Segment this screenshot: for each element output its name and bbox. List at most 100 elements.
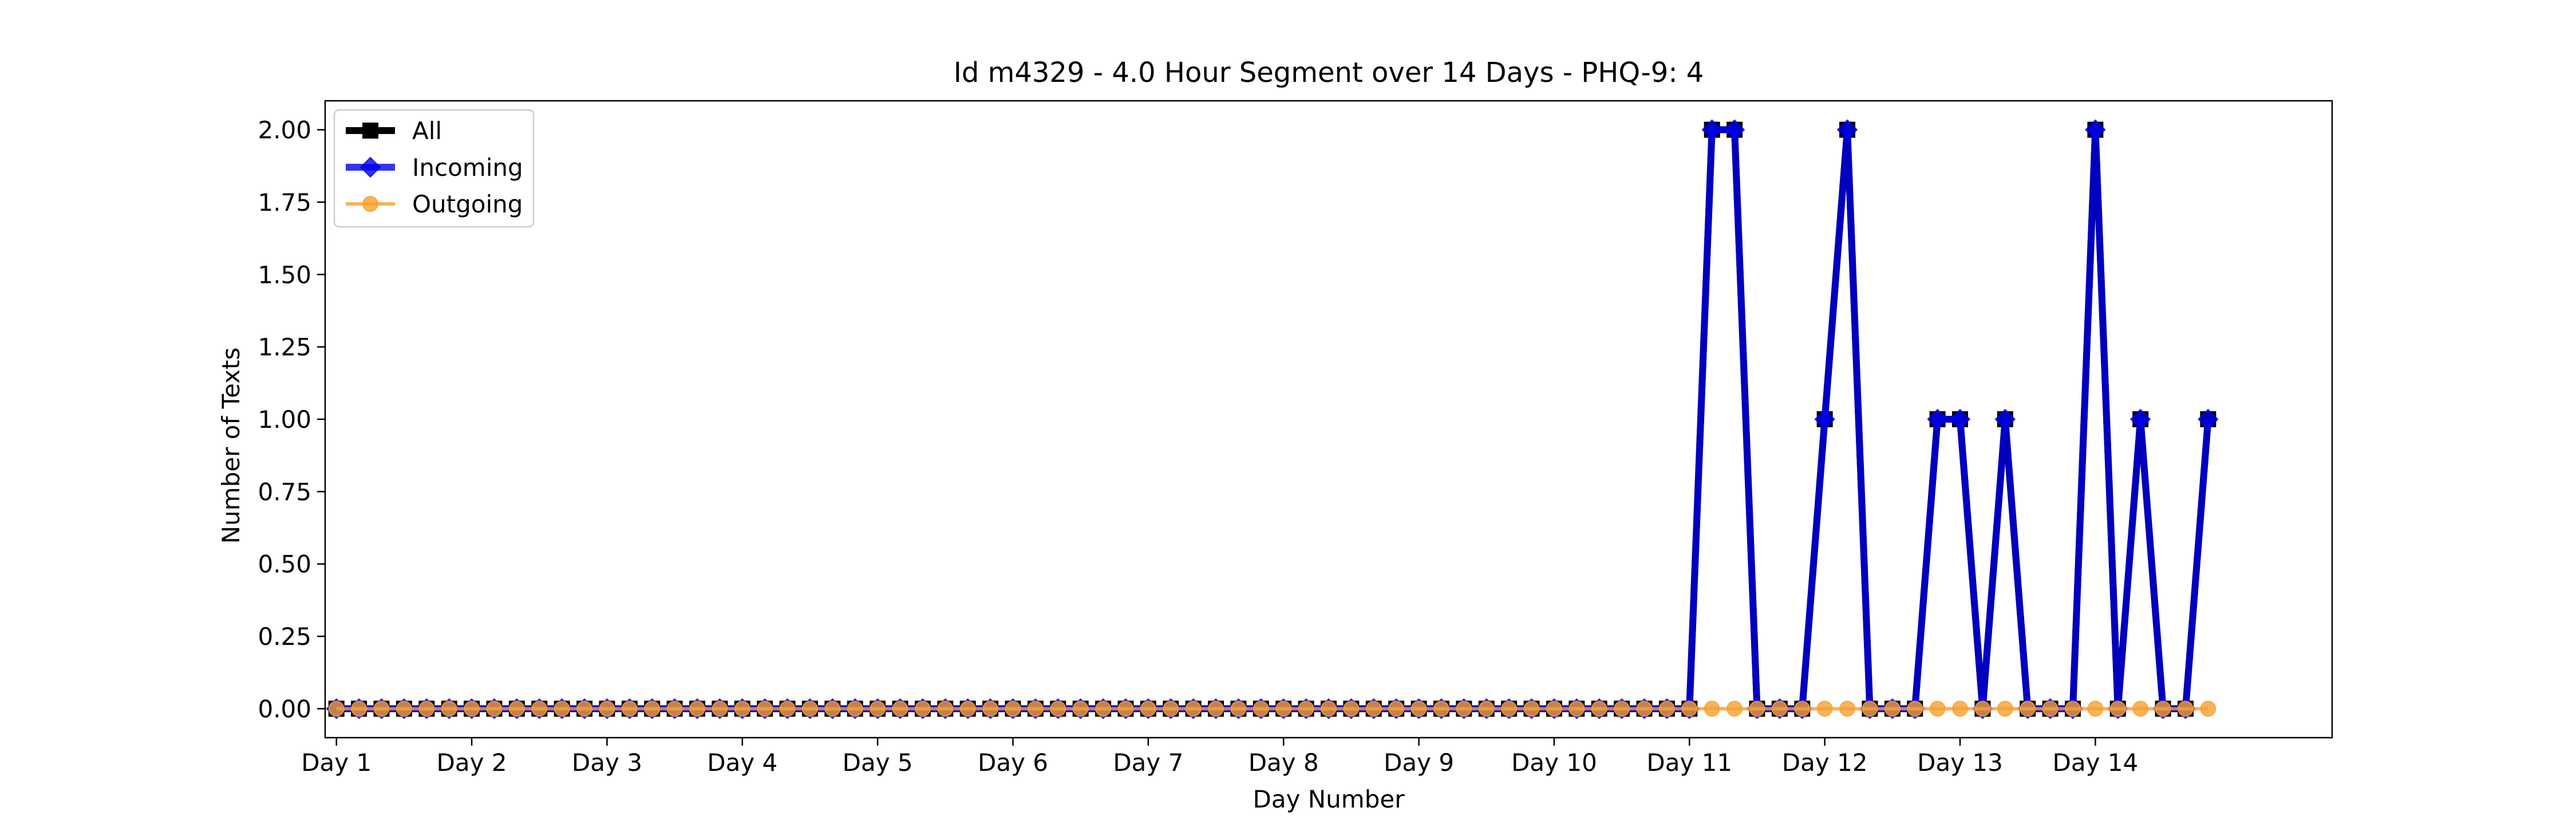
data-point-outgoing [1952, 700, 1969, 717]
data-point-outgoing [689, 700, 705, 717]
data-point-outgoing [959, 700, 976, 717]
x-axis-label: Day Number [1253, 785, 1405, 813]
x-tick-label: Day 10 [1511, 749, 1597, 777]
data-point-outgoing [1614, 700, 1630, 717]
data-point-outgoing [1343, 700, 1360, 717]
data-point-outgoing [418, 700, 435, 717]
data-point-outgoing [1072, 700, 1089, 717]
data-point-outgoing [621, 700, 638, 717]
data-point-outgoing [1321, 700, 1337, 717]
data-point-outgoing [1163, 700, 1179, 717]
data-point-outgoing [1117, 700, 1134, 717]
data-point-outgoing [2109, 700, 2126, 717]
data-point-outgoing [1388, 700, 1405, 717]
data-point-outgoing [1365, 700, 1382, 717]
data-point-outgoing [2042, 700, 2059, 717]
data-point-outgoing [1478, 700, 1495, 717]
x-tick-label: Day 11 [1646, 749, 1732, 777]
data-point-outgoing [1005, 700, 1021, 717]
legend: All Incoming Outgoing [333, 109, 535, 228]
data-point-outgoing [1636, 700, 1653, 717]
data-point-outgoing [1591, 700, 1607, 717]
data-point-outgoing [1546, 700, 1562, 717]
x-tick-label: Day 14 [2053, 749, 2139, 777]
y-tick-label: 0.75 [258, 478, 311, 506]
data-point-incoming [1701, 119, 1722, 140]
y-tick-label: 0.50 [258, 550, 311, 578]
data-point-outgoing [1704, 700, 1720, 717]
data-point-outgoing [2020, 700, 2036, 717]
y-tick-label: 1.25 [258, 333, 311, 361]
axes-frame [324, 100, 2333, 739]
data-point-incoming [2085, 119, 2106, 140]
data-point-outgoing [1884, 700, 1901, 717]
x-tick-label: Day 12 [1782, 749, 1868, 777]
y-axis-label: Number of Texts [217, 348, 245, 544]
y-tick-label: 1.75 [258, 188, 311, 216]
data-point-incoming [2198, 408, 2219, 430]
data-point-outgoing [1456, 700, 1472, 717]
data-point-outgoing [1208, 700, 1224, 717]
data-point-outgoing [1862, 700, 1878, 717]
data-point-outgoing [1929, 700, 1946, 717]
legend-marker [362, 196, 378, 212]
series-outgoing [328, 700, 2217, 717]
data-point-outgoing [1907, 700, 1923, 717]
x-tick-label: Day 9 [1384, 749, 1454, 777]
data-point-outgoing [508, 700, 525, 717]
x-tick-label: Day 1 [301, 749, 372, 777]
legend-label: Outgoing [412, 190, 523, 218]
y-tick-label: 1.50 [258, 261, 311, 289]
data-point-outgoing [1816, 700, 1833, 717]
data-point-outgoing [373, 700, 390, 717]
data-point-outgoing [1140, 700, 1156, 717]
data-point-outgoing [1298, 700, 1314, 717]
data-point-outgoing [1749, 700, 1765, 717]
data-point-outgoing [1185, 700, 1202, 717]
legend-label: All [412, 117, 442, 145]
legend-marker [362, 123, 378, 139]
y-tick-label: 1.00 [258, 405, 311, 434]
data-point-outgoing [441, 700, 457, 717]
data-point-outgoing [554, 700, 570, 717]
data-point-outgoing [328, 700, 345, 717]
x-tick-label: Day 13 [1917, 749, 2003, 777]
data-point-outgoing [870, 700, 886, 717]
data-point-outgoing [1681, 700, 1698, 717]
data-point-outgoing [1253, 700, 1269, 717]
legend-label: Incoming [412, 153, 523, 182]
data-point-incoming [1949, 408, 1971, 430]
data-point-outgoing [712, 700, 728, 717]
x-tick-label: Day 2 [437, 749, 507, 777]
data-point-outgoing [396, 700, 412, 717]
y-tick-label: 0.00 [258, 695, 311, 723]
data-point-outgoing [1839, 700, 1856, 717]
data-point-incoming [1994, 408, 2016, 430]
legend-items: All Incoming Outgoing [346, 117, 523, 218]
data-point-outgoing [779, 700, 796, 717]
x-tick-label: Day 3 [572, 749, 642, 777]
data-point-outgoing [2087, 700, 2104, 717]
data-point-outgoing [666, 700, 683, 717]
data-point-outgoing [1997, 700, 2013, 717]
plot-area [326, 119, 2219, 719]
data-point-outgoing [2200, 700, 2217, 717]
legend-item-outgoing: Outgoing [346, 190, 523, 218]
data-point-outgoing [644, 700, 661, 717]
data-point-outgoing [982, 700, 999, 717]
legend-marker [359, 156, 381, 178]
legend-item-incoming: Incoming [346, 153, 523, 182]
data-point-outgoing [1095, 700, 1112, 717]
data-point-outgoing [486, 700, 503, 717]
data-point-incoming [1927, 408, 1948, 430]
data-point-outgoing [1230, 700, 1247, 717]
data-point-outgoing [1658, 700, 1675, 717]
data-point-outgoing [1501, 700, 1518, 717]
data-point-incoming [1814, 408, 1835, 430]
data-point-outgoing [824, 700, 841, 717]
data-point-outgoing [1411, 700, 1427, 717]
x-tick-label: Day 6 [978, 749, 1048, 777]
data-point-incoming [1836, 119, 1858, 140]
